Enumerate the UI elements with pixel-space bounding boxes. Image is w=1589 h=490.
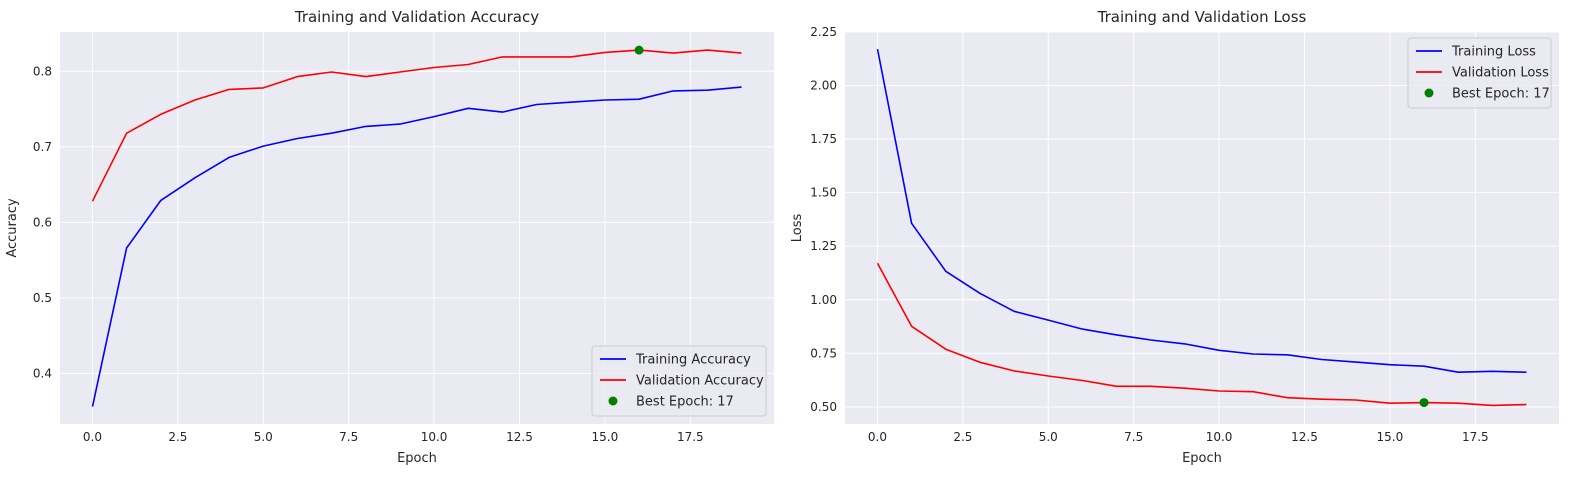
chart-title: Training and Validation Accuracy: [294, 8, 539, 26]
x-tick-label: 12.5: [1291, 430, 1318, 444]
y-axis-label: Loss: [790, 214, 805, 243]
y-tick-label: 0.75: [810, 346, 837, 360]
y-axis-label: Accuracy: [5, 198, 20, 258]
x-tick-label: 17.5: [677, 430, 704, 444]
y-tick-label: 0.5: [33, 291, 52, 305]
y-tick-label: 0.8: [33, 64, 52, 78]
x-tick-label: 2.5: [168, 430, 187, 444]
y-tick-label: 2.00: [810, 79, 837, 93]
legend: Training Accuracy Validation Accuracy Best…: [591, 345, 767, 417]
x-tick-label: 17.5: [1462, 430, 1489, 444]
legend-label: Best Epoch: 17: [1452, 87, 1550, 102]
y-tick-label: 1.75: [810, 132, 837, 146]
best-epoch-point: [1419, 398, 1429, 408]
legend-label: Best Epoch: 17: [636, 395, 734, 410]
series-line-validation-loss: [876, 262, 1527, 407]
x-axis-label: Epoch: [1182, 451, 1222, 466]
x-tick-label: 5.0: [254, 430, 273, 444]
x-tick-label: 15.0: [1377, 430, 1404, 444]
y-tick-label: 1.50: [810, 186, 837, 200]
y-tick-label: 0.50: [810, 400, 837, 414]
legend-label: Training Loss: [1451, 45, 1536, 60]
x-axis-label: Epoch: [397, 451, 437, 466]
x-tick-label: 2.5: [953, 430, 972, 444]
legend-swatch: [608, 396, 618, 406]
legend-label: Validation Accuracy: [636, 374, 764, 389]
y-tick-label: 0.6: [33, 215, 52, 229]
legend-label: Training Accuracy: [635, 353, 751, 368]
legend-frame: [591, 345, 767, 417]
legend-frame: [1407, 37, 1552, 109]
legend-swatch: [1424, 88, 1434, 98]
x-tick-label: 0.0: [83, 430, 102, 444]
accuracy-chart: 0.0 2.5 5.0 7.5 10.0 12.5 15.0 17.5 0.4 0.5 0.6 0.7…: [5, 8, 774, 466]
y-tick-label: 0.4: [33, 366, 52, 380]
x-tick-label: 10.0: [421, 430, 448, 444]
x-tick-label: 0.0: [868, 430, 887, 444]
legend: Training Loss Validation Loss Best Epoch: …: [1407, 37, 1552, 109]
series-line-training-loss: [876, 48, 1527, 374]
x-tick-label: 7.5: [1124, 430, 1143, 444]
x-tick-label: 10.0: [1206, 430, 1233, 444]
x-tick-label: 15.0: [592, 430, 619, 444]
legend-label: Validation Loss: [1452, 66, 1549, 81]
best-epoch-point: [634, 45, 644, 55]
x-tick-label: 12.5: [506, 430, 533, 444]
series-line-validation-accuracy: [91, 49, 742, 202]
y-tick-label: 0.7: [33, 140, 52, 154]
x-tick-label: 5.0: [1039, 430, 1058, 444]
y-tick-label: 2.25: [810, 25, 837, 39]
loss-chart: 0.0 2.5 5.0 7.5 10.0 12.5 15.0 17.5 0.50 0.75 1.00…: [790, 8, 1559, 466]
chart-title: Training and Validation Loss: [1097, 8, 1307, 26]
series-line-training-accuracy: [91, 86, 742, 407]
x-tick-label: 7.5: [339, 430, 358, 444]
y-tick-label: 1.25: [810, 239, 837, 253]
y-tick-label: 1.00: [810, 293, 837, 307]
